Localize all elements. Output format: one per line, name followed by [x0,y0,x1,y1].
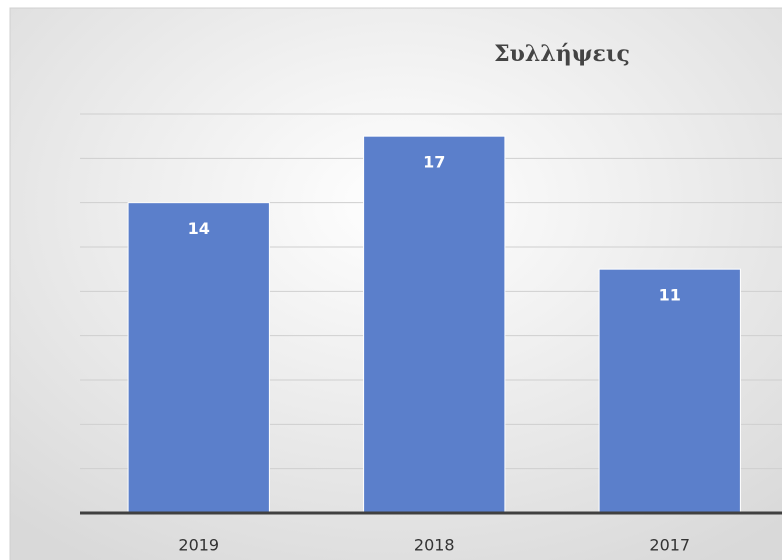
bar [598,268,741,514]
x-tick-label: 2019 [178,536,219,555]
x-tick-label: 2018 [414,536,455,555]
bar [127,202,270,514]
data-label: 14 [188,219,210,238]
data-label: 17 [423,153,445,172]
data-label: 11 [659,286,681,305]
chart-title: Συλλήψεις [494,41,630,67]
x-tick-label: 2017 [649,536,690,555]
bar [363,135,506,514]
